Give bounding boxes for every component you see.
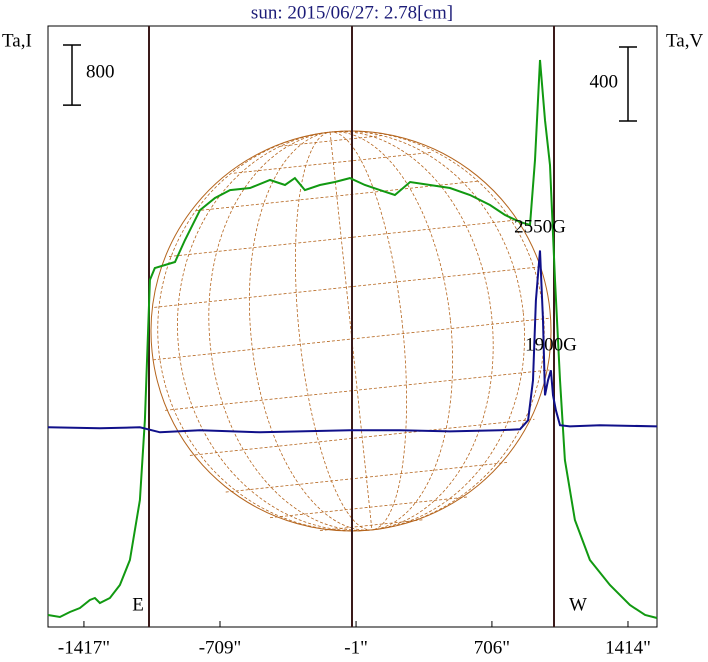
x-tick-label: 1414"	[605, 637, 651, 658]
annotation: 1900G	[525, 334, 577, 355]
y2-axis-label: Ta,V	[666, 30, 703, 51]
parallel	[154, 266, 539, 308]
parallel	[168, 219, 514, 257]
x-tick-label: -1"	[344, 637, 368, 658]
annotation: 2550G	[514, 216, 566, 237]
annotation: E	[132, 594, 144, 615]
parallel	[189, 418, 535, 456]
parallel	[279, 135, 383, 147]
parallel	[165, 369, 550, 411]
scale-bar: 400	[590, 46, 637, 122]
x-tick-label: -709"	[199, 637, 242, 658]
scale-bar: 800	[63, 44, 115, 106]
parallel	[196, 180, 478, 212]
y-axis-label: Ta,I	[2, 30, 32, 51]
x-tick-label: -1417"	[58, 637, 110, 658]
x-tick-label: 706"	[474, 637, 510, 658]
annotation: W	[569, 594, 587, 615]
series-line	[47, 59, 658, 619]
chart-title: sun: 2015/06/27: 2.78[cm]	[251, 2, 453, 23]
plot: -1417" -709" -1" 706" 1414" 800 400	[47, 44, 658, 658]
series-line	[47, 250, 658, 434]
scale-bar-label: 400	[590, 71, 619, 92]
scale-bar-label: 800	[86, 61, 115, 82]
